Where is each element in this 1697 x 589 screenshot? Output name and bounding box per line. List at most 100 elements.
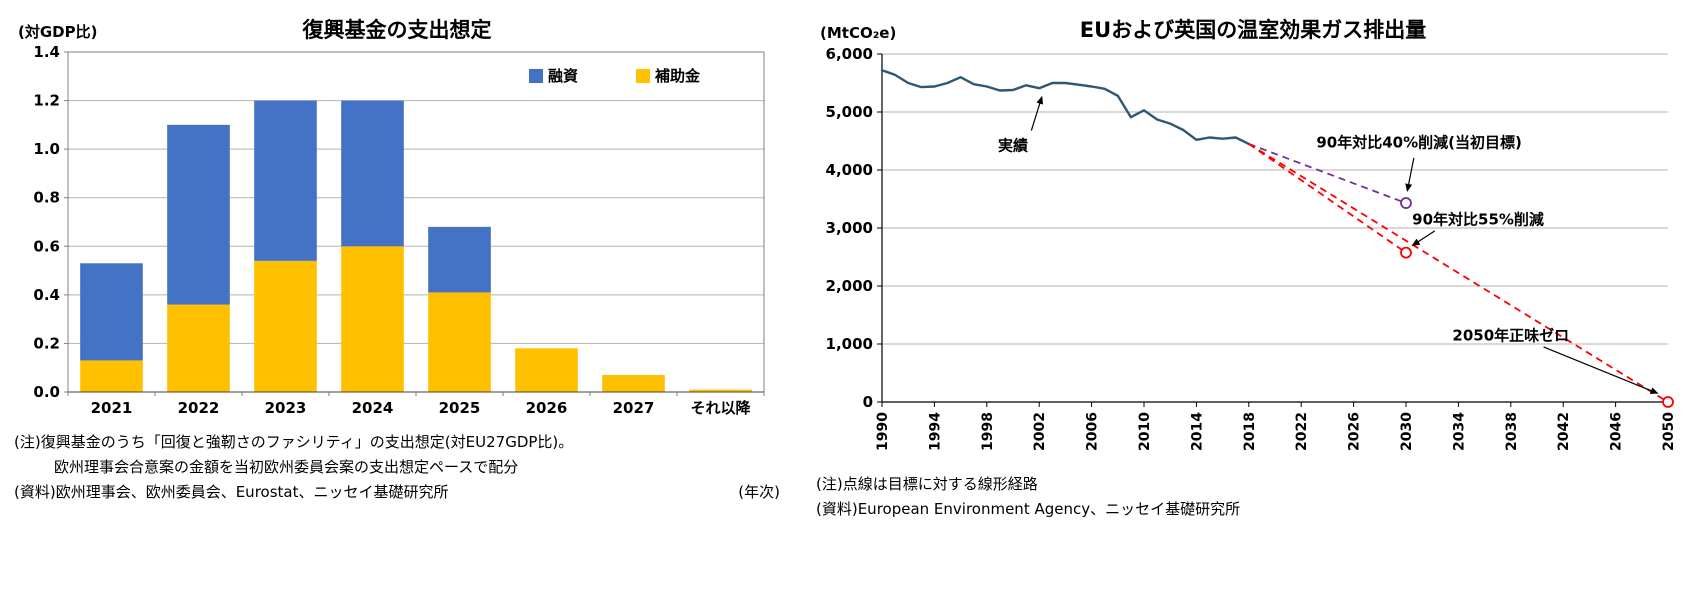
bar-3-loan [341, 100, 404, 247]
svg-text:2050: 2050 [1661, 412, 1677, 451]
svg-text:2026: 2026 [1347, 412, 1363, 451]
annotation-arrow-1 [1405, 157, 1415, 192]
svg-text:5,000: 5,000 [826, 103, 873, 121]
target-line-2 [1248, 143, 1669, 403]
annotation-label-0: 実績 [998, 137, 1028, 155]
legend-label-loan: 融資 [548, 67, 578, 85]
svg-text:1,000: 1,000 [826, 335, 873, 353]
target-line-0 [1248, 143, 1407, 204]
target-paths [1248, 143, 1674, 408]
bar-gridlines: 0.0 0.2 0.4 0.6 0.8 1.0 1.2 1.4 [33, 43, 764, 401]
line-gridlines: 0 1,000 2,000 3,000 4,000 5,000 6,000 [826, 45, 1668, 411]
right-note-1: (注)点線は目標に対する線形経路 [816, 475, 1038, 493]
svg-text:0.2: 0.2 [33, 334, 60, 352]
actual-emissions-line [880, 69, 1250, 146]
svg-text:1990: 1990 [875, 412, 891, 451]
bar-5-subsidy [515, 348, 578, 392]
svg-text:0.6: 0.6 [33, 237, 60, 255]
svg-text:2026: 2026 [526, 399, 568, 417]
legend-swatch-loan [529, 69, 543, 83]
svg-text:1.4: 1.4 [33, 43, 60, 61]
annotation-label-1: 90年対比40%削減(当初目標) [1316, 134, 1522, 152]
svg-text:2010: 2010 [1137, 412, 1153, 451]
bar-2-subsidy [254, 260, 317, 392]
svg-text:2006: 2006 [1085, 412, 1101, 451]
bar-1-subsidy [167, 304, 230, 392]
x-axis-labels: 2021 2022 2023 2024 2025 2026 2027 それ以降 [91, 399, 752, 417]
annotations: 実績 90年対比40%削減(当初目標) 90年対比55%削減 2050年正味ゼロ [998, 95, 1659, 394]
annotation-label-2: 90年対比55%削減 [1412, 210, 1544, 228]
annotation-arrow-0 [1030, 95, 1044, 131]
svg-text:2024: 2024 [352, 399, 394, 417]
svg-text:1998: 1998 [980, 412, 996, 451]
target-marker-1 [1400, 246, 1412, 259]
left-y-axis-unit-label: (対GDP比) [18, 23, 98, 41]
right-source-text: (資料)European Environment Agency、ニッセイ基礎研究… [816, 499, 1241, 518]
svg-text:1.0: 1.0 [33, 140, 60, 158]
svg-text:2014: 2014 [1189, 412, 1205, 451]
bar-1-loan [167, 124, 230, 305]
svg-text:2,000: 2,000 [826, 277, 873, 295]
svg-text:2018: 2018 [1242, 412, 1258, 451]
svg-text:2038: 2038 [1504, 412, 1520, 451]
svg-text:2042: 2042 [1556, 412, 1572, 451]
svg-text:0.8: 0.8 [33, 189, 60, 207]
legend-label-subsidy: 補助金 [654, 67, 701, 85]
annotation-label-3: 2050年正味ゼロ [1452, 326, 1569, 344]
legend-swatch-subsidy [636, 69, 650, 83]
recovery-fund-panel: (対GDP比) 復興基金の支出想定 0.0 0.2 0.4 0.6 0.8 1.0 1.2 1… [14, 6, 780, 504]
svg-text:4,000: 4,000 [826, 161, 873, 179]
svg-text:2027: 2027 [613, 399, 655, 417]
right-chart-notes: (注)点線は目標に対する線形経路 (資料)European Environmen… [816, 472, 1690, 522]
svg-text:2022: 2022 [1294, 412, 1310, 451]
svg-text:2023: 2023 [265, 399, 307, 417]
bar-chart-legend: 融資 補助金 [529, 67, 701, 85]
right-y-axis-unit-label: (MtCO₂e) [820, 24, 897, 42]
bar-3-subsidy [341, 246, 404, 392]
right-chart-header: (MtCO₂e) EUおよび英国の温室効果ガス排出量 [816, 6, 1690, 44]
svg-text:それ以降: それ以降 [690, 399, 751, 417]
svg-text:6,000: 6,000 [826, 45, 873, 63]
right-chart-title: EUおよび英国の温室効果ガス排出量 [1079, 18, 1427, 42]
x-axis-ticks [67, 392, 765, 396]
left-source-line: (資料)欧州理事会、欧州委員会、Eurostat、ニッセイ基礎研究所 (年次) [14, 480, 780, 505]
ghg-emissions-panel: (MtCO₂e) EUおよび英国の温室効果ガス排出量 0 1,000 2,000 3,… [816, 6, 1690, 522]
bars-group [80, 100, 752, 392]
svg-text:2002: 2002 [1032, 412, 1048, 451]
left-chart-header: (対GDP比) 復興基金の支出想定 [14, 6, 780, 44]
left-source-text: (資料)欧州理事会、欧州委員会、Eurostat、ニッセイ基礎研究所 [14, 482, 449, 501]
bar-0-subsidy [80, 360, 143, 392]
bar-4-subsidy [428, 292, 491, 392]
bar-2-loan [254, 100, 317, 261]
svg-text:2046: 2046 [1609, 412, 1625, 451]
svg-text:2030: 2030 [1399, 412, 1415, 451]
svg-text:0: 0 [863, 393, 873, 411]
target-line-1 [1248, 143, 1407, 254]
svg-text:2034: 2034 [1451, 412, 1467, 451]
left-note-1: (注)復興基金のうち「回復と強靭さのファシリティ」の支出想定(対EU27GDP比… [14, 433, 574, 451]
svg-text:0.0: 0.0 [33, 383, 60, 401]
left-chart-notes: (注)復興基金のうち「回復と強靭さのファシリティ」の支出想定(対EU27GDP比… [14, 430, 780, 504]
annotation-arrow-3 [1543, 346, 1659, 394]
left-x-axis-unit-label: (年次) [738, 482, 780, 501]
svg-text:2025: 2025 [439, 399, 481, 417]
svg-text:0.4: 0.4 [33, 286, 60, 304]
target-marker-2 [1662, 396, 1674, 408]
bar-7-subsidy [689, 389, 752, 392]
bar-0-loan [80, 263, 143, 361]
recovery-fund-stacked-bar-chart: 0.0 0.2 0.4 0.6 0.8 1.0 1.2 1.4 2021 2022 2023 2024… [33, 43, 765, 417]
target-marker-0 [1400, 197, 1412, 209]
svg-text:2021: 2021 [91, 399, 133, 417]
svg-text:1.2: 1.2 [33, 92, 60, 110]
left-chart-title: 復興基金の支出想定 [302, 18, 492, 42]
left-note-2: 欧州理事会合意案の金額を当初欧州委員会案の支出想定ペースで配分 [54, 457, 519, 476]
svg-text:1994: 1994 [927, 412, 943, 451]
svg-text:3,000: 3,000 [826, 219, 873, 237]
bar-4-loan [428, 226, 491, 293]
bar-6-subsidy [602, 375, 665, 392]
annotation-arrow-2 [1411, 230, 1436, 246]
svg-text:2022: 2022 [178, 399, 220, 417]
year-axis-labels: 1990 1994 1998 2002 2006 2010 2014 2018 2022 2026… [875, 402, 1677, 451]
